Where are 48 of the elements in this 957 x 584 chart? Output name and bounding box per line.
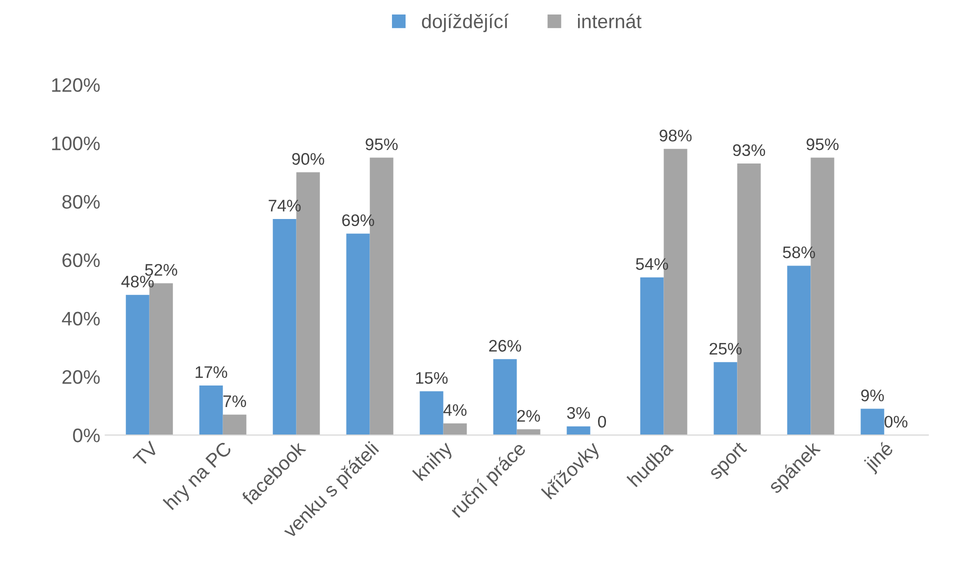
bar [222,414,246,436]
bar [640,277,664,436]
data-label: 98% [660,130,692,142]
y-tick-label: 80% [62,194,100,209]
bar [860,408,884,436]
bar [346,234,370,436]
data-label: 7% [223,395,246,408]
data-label: 54% [636,258,668,270]
y-tick-label: 0% [73,428,100,442]
data-label: 48% [121,276,154,288]
y-tick-label: 120% [52,78,100,92]
data-label: 93% [733,144,766,156]
y-tick-label: 60% [62,253,100,268]
x-tick-label: jiné [862,440,897,475]
data-label: 25% [710,342,742,355]
bar [443,423,467,436]
y-tick-label: 100% [52,136,100,150]
bar [516,429,540,436]
bar [787,266,811,436]
data-label: 90% [292,153,324,165]
data-label: 95% [806,138,839,150]
data-label: 0% [884,416,908,428]
data-label: 2% [517,410,540,422]
data-label: 4% [443,404,467,416]
bar [493,359,517,436]
bar [272,219,296,436]
bar [420,391,444,436]
data-label: 95% [366,138,398,150]
data-label: 69% [342,214,374,226]
bar [199,385,223,436]
data-label: 17% [196,366,228,378]
bar [714,362,738,436]
legend-label: dojíždějící [422,14,509,32]
legend-label: internát [578,14,642,28]
bar [126,294,150,436]
data-label: 58% [782,246,816,258]
data-label: 52% [145,264,178,276]
data-label: 74% [268,200,301,212]
data-label: 9% [861,390,884,402]
y-tick-label: 20% [62,370,100,384]
x-tick-label: TV [132,440,160,468]
data-label: 15% [416,372,448,384]
x-tick-label: hry na PC [162,440,236,513]
data-label: 3% [567,407,590,419]
bar [566,426,590,436]
data-label: 0 [598,416,606,428]
y-tick-label: 40% [62,312,100,326]
data-label: 26% [489,340,522,352]
